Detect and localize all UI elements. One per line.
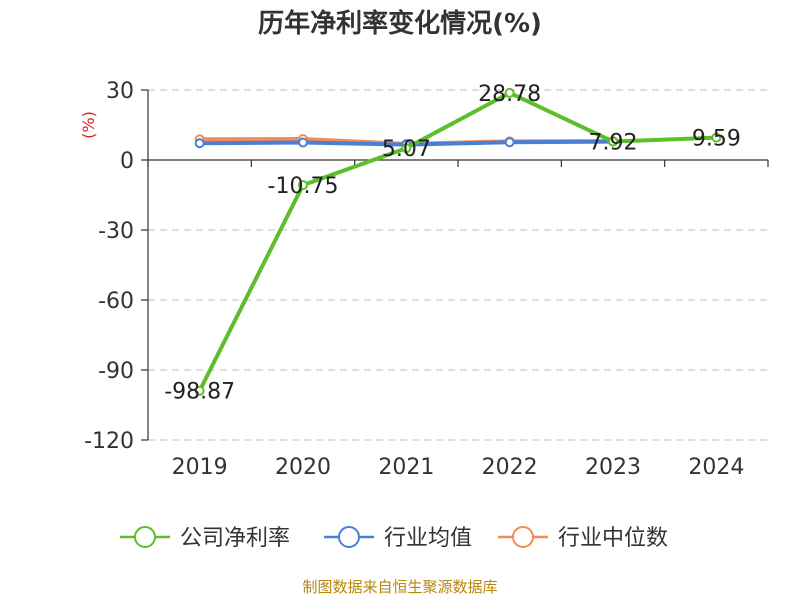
series-point bbox=[608, 136, 618, 147]
y-tick-label: -90 bbox=[98, 359, 134, 384]
y-tick-label: -120 bbox=[84, 429, 134, 454]
series-point bbox=[194, 138, 205, 149]
series-0 bbox=[194, 87, 722, 396]
legend-item: 行业均值 bbox=[324, 526, 472, 551]
y-tick-labels: 30 0 -30 -60 -90 -120 bbox=[84, 79, 134, 454]
y-tick-label: 30 bbox=[106, 79, 134, 104]
data-label: -10.75 bbox=[268, 174, 339, 199]
series-line bbox=[197, 90, 717, 392]
y-tick-label: 0 bbox=[120, 149, 134, 174]
data-label: 5.07 bbox=[382, 137, 431, 162]
series-point bbox=[401, 143, 412, 154]
data-label: 7.92 bbox=[589, 131, 638, 156]
legend-label: 行业均值 bbox=[384, 526, 472, 551]
x-tick-label: 2023 bbox=[585, 455, 641, 480]
legend-item: 公司净利率 bbox=[120, 526, 290, 551]
x-tick-label: 2019 bbox=[172, 455, 228, 480]
legend-marker bbox=[512, 526, 534, 548]
legend-marker bbox=[338, 526, 360, 548]
legend: 公司净利率 行业均值 行业中位数 bbox=[120, 526, 668, 551]
data-labels: -98.87 -10.75 5.07 28.78 7.92 9.59 bbox=[164, 82, 741, 405]
series-point bbox=[711, 132, 722, 143]
series-point bbox=[298, 137, 308, 148]
legend-item: 行业中位数 bbox=[498, 526, 668, 551]
x-tick-labels: 2019 2020 2021 2022 2023 2024 bbox=[172, 455, 745, 480]
series-point bbox=[298, 180, 308, 191]
x-tick-label: 2020 bbox=[275, 455, 331, 480]
series-point bbox=[504, 87, 515, 98]
series-point bbox=[504, 137, 515, 148]
chart-title: 历年净利率变化情况(%) bbox=[258, 8, 542, 39]
legend-label: 公司净利率 bbox=[180, 526, 290, 551]
legend-label: 行业中位数 bbox=[558, 526, 668, 551]
x-tick-label: 2022 bbox=[482, 455, 538, 480]
y-tick-label: -30 bbox=[98, 219, 134, 244]
grid-lines bbox=[141, 89, 768, 441]
x-tick-label: 2024 bbox=[688, 455, 744, 480]
legend-marker bbox=[134, 526, 156, 548]
y-tick-label: -60 bbox=[98, 289, 134, 314]
x-tick-label: 2021 bbox=[378, 455, 434, 480]
data-label: 9.59 bbox=[692, 127, 741, 152]
data-label: -98.87 bbox=[164, 380, 235, 405]
data-label: 28.78 bbox=[478, 82, 541, 107]
series-point bbox=[194, 385, 205, 396]
series-group bbox=[194, 87, 722, 396]
source-note: 制图数据来自恒生聚源数据库 bbox=[302, 578, 497, 596]
y-axis-unit: (%) bbox=[79, 111, 98, 139]
